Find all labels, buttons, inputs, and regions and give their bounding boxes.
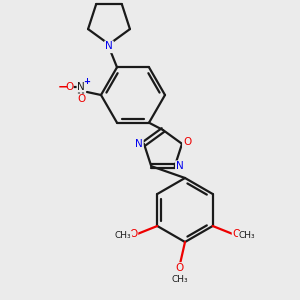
Text: N: N [176, 161, 184, 171]
Text: N: N [105, 41, 113, 51]
Text: O: O [65, 82, 73, 92]
Text: N: N [77, 82, 85, 92]
Text: O: O [77, 94, 85, 104]
Text: O: O [183, 137, 191, 147]
Text: O: O [176, 263, 184, 273]
Text: CH₃: CH₃ [172, 274, 188, 284]
Text: N: N [105, 42, 113, 52]
Text: −: − [58, 80, 68, 94]
Text: CH₃: CH₃ [238, 232, 255, 241]
Text: N: N [135, 139, 143, 149]
Text: CH₃: CH₃ [115, 232, 132, 241]
Text: O: O [129, 229, 137, 239]
Text: +: + [83, 76, 91, 85]
Text: O: O [232, 229, 241, 239]
